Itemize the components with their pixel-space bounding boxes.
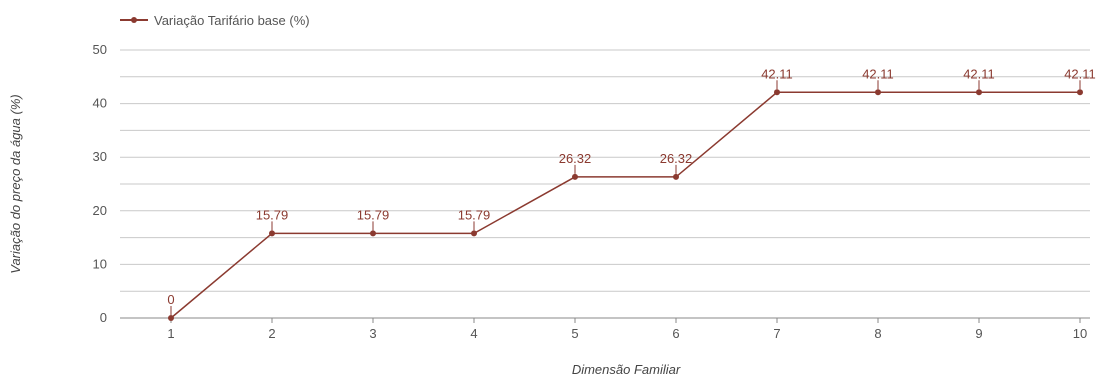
x-tick-label: 2 xyxy=(268,326,275,341)
data-point xyxy=(269,230,275,237)
x-tick-label: 1 xyxy=(167,326,174,341)
x-tick-label: 8 xyxy=(874,326,881,341)
y-tick-label: 40 xyxy=(93,96,107,111)
data-point xyxy=(168,315,174,321)
y-axis-title: Variação do preço da água (%) xyxy=(8,94,23,273)
data-label: 15.79 xyxy=(256,207,289,222)
data-label: 42.11 xyxy=(1064,66,1096,81)
data-label: 0 xyxy=(167,292,174,307)
x-axis-ticks: 1 2 3 4 5 6 7 8 9 10 xyxy=(167,318,1087,341)
data-point xyxy=(1077,89,1083,96)
data-label: 26.32 xyxy=(559,151,592,166)
x-tick-label: 4 xyxy=(470,326,477,341)
data-label: 42.11 xyxy=(761,66,793,81)
series-line xyxy=(170,91,1080,319)
data-point xyxy=(875,89,881,96)
x-tick-label: 6 xyxy=(672,326,679,341)
legend-marker-icon xyxy=(131,17,137,23)
x-tick-label: 5 xyxy=(571,326,578,341)
data-point xyxy=(774,89,780,96)
data-point xyxy=(370,230,376,237)
y-tick-label: 10 xyxy=(93,256,107,271)
y-tick-label: 50 xyxy=(93,42,107,57)
data-label: 26.32 xyxy=(660,151,693,166)
data-point xyxy=(673,173,679,180)
x-tick-label: 3 xyxy=(369,326,376,341)
data-point xyxy=(471,230,477,237)
y-tick-label: 30 xyxy=(93,149,107,164)
data-label: 42.11 xyxy=(963,66,995,81)
data-label: 15.79 xyxy=(357,207,390,222)
x-tick-label: 9 xyxy=(975,326,982,341)
gridlines xyxy=(120,49,1090,319)
data-point xyxy=(976,89,982,96)
data-point xyxy=(572,173,578,180)
y-tick-label: 20 xyxy=(93,203,107,218)
y-tick-label: 0 xyxy=(100,310,107,325)
x-tick-label: 10 xyxy=(1073,326,1087,341)
legend-label: Variação Tarifário base (%) xyxy=(154,13,310,28)
data-label: 15.79 xyxy=(458,207,491,222)
legend[interactable]: Variação Tarifário base (%) xyxy=(120,13,310,28)
data-labels: 0 15.79 15.79 15.79 26.32 26.32 42.11 42.11 42.1… xyxy=(167,66,1095,307)
x-tick-label: 7 xyxy=(773,326,780,341)
x-axis-title: Dimensão Familiar xyxy=(572,362,681,376)
y-axis-ticks: 0 10 20 30 40 50 xyxy=(93,42,107,325)
series-line-group xyxy=(168,80,1083,321)
data-label: 42.11 xyxy=(862,66,894,81)
